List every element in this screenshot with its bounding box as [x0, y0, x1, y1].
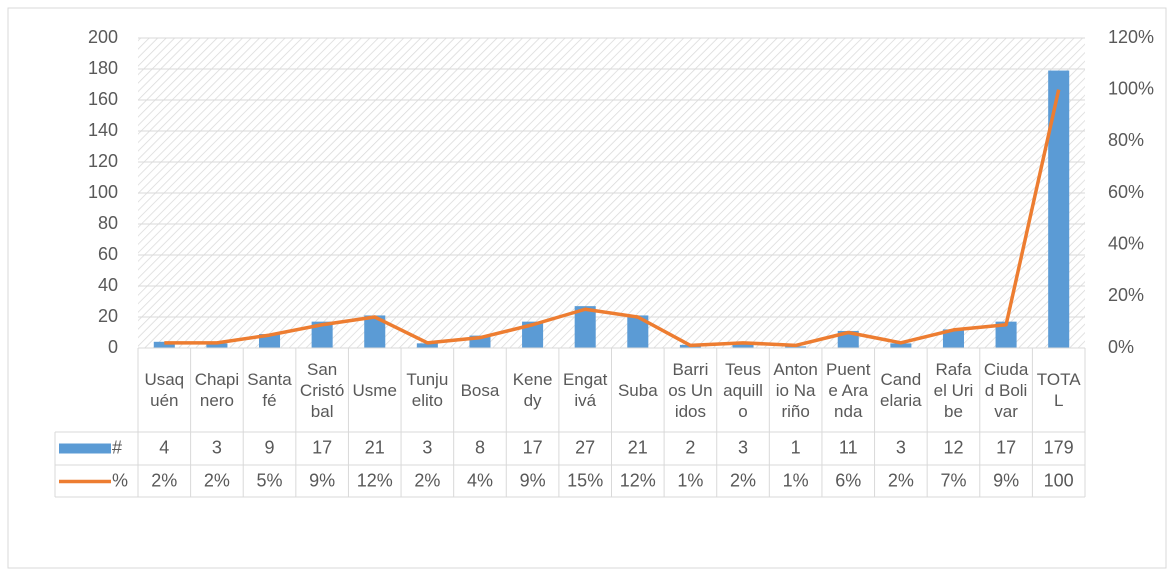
table-value: 1% — [783, 470, 809, 490]
line — [164, 89, 1061, 348]
bar — [153, 341, 175, 348]
bar — [522, 321, 544, 348]
bar — [942, 329, 964, 348]
y2-tick-label: 120% — [1108, 27, 1154, 47]
y2-tick-label: 20% — [1108, 285, 1144, 305]
table-value: 9% — [309, 470, 335, 490]
legend-label: % — [112, 470, 128, 490]
bar — [627, 315, 649, 348]
y-tick-label: 100 — [88, 182, 118, 202]
table-value: 27 — [575, 437, 595, 457]
y2-tick-label: 80% — [1108, 130, 1144, 150]
table-value: 7% — [940, 470, 966, 490]
table-value: 100 — [1044, 470, 1074, 490]
table-value: 9 — [265, 437, 275, 457]
table-value: 21 — [365, 437, 385, 457]
table-value: 5% — [257, 470, 283, 490]
y-tick-label: 140 — [88, 120, 118, 140]
table-value: 3 — [212, 437, 222, 457]
table-value: 3 — [422, 437, 432, 457]
y-tick-label: 0 — [108, 337, 118, 357]
x-tick-label: Tunjuelito — [406, 370, 449, 410]
y2-tick-label: 60% — [1108, 182, 1144, 202]
table-value: 1 — [791, 437, 801, 457]
legend-label: # — [112, 437, 122, 457]
table-value: 6% — [835, 470, 861, 490]
y2-tick-label: 100% — [1108, 78, 1154, 98]
table-value: 2% — [888, 470, 914, 490]
bar — [890, 343, 912, 348]
x-tick-label: Engativá — [562, 370, 608, 410]
x-tick-label: Usme — [352, 380, 397, 400]
y-tick-label: 40 — [98, 275, 118, 295]
table-value: 11 — [839, 437, 858, 457]
x-tick-label: San Cristóbal — [299, 359, 345, 421]
x-tick-label: TOTAL — [1036, 370, 1081, 410]
y2-tick-label: 40% — [1108, 233, 1144, 253]
table-value: 2% — [414, 470, 440, 490]
bar — [1048, 70, 1070, 349]
bar — [206, 343, 228, 348]
x-tick-label: Bosa — [460, 380, 500, 400]
table-value: 2% — [151, 470, 177, 490]
y-tick-label: 20 — [98, 306, 118, 326]
x-tick-label: Teusaquillo — [723, 359, 763, 421]
legend-key — [59, 443, 111, 454]
y-tick-label: 60 — [98, 244, 118, 264]
y-tick-label: 160 — [88, 89, 118, 109]
table-value: 1% — [677, 470, 703, 490]
x-tick-label: Antonio Nariño — [773, 359, 818, 421]
x-tick-label: Ciudad Bolivar — [983, 359, 1029, 421]
x-tick-label: Kenedy — [512, 370, 553, 410]
table-value: 17 — [523, 437, 543, 457]
table-value: 12% — [357, 470, 393, 490]
x-tick-label: Rafael Uribe — [933, 359, 974, 421]
table-value: 9% — [993, 470, 1019, 490]
table-value: 21 — [628, 437, 648, 457]
x-tick-label: Chapinero — [194, 370, 240, 410]
y-tick-label: 80 — [98, 213, 118, 233]
bar — [311, 321, 333, 348]
table-value: 2 — [685, 437, 695, 457]
table-value: 17 — [996, 437, 1016, 457]
x-tick-label: Suba — [617, 380, 658, 400]
table-value: 17 — [312, 437, 332, 457]
bar — [995, 321, 1017, 348]
y-tick-label: 120 — [88, 151, 118, 171]
bar — [785, 346, 807, 348]
table-value: 12 — [943, 437, 963, 457]
table-value: 2% — [204, 470, 230, 490]
table-value: 15% — [567, 470, 603, 490]
bar — [416, 343, 438, 348]
table-value: 2% — [730, 470, 756, 490]
x-tick-label: Candelaria — [880, 370, 922, 410]
table-value: 3 — [896, 437, 906, 457]
table-value: 3 — [738, 437, 748, 457]
table-value: 179 — [1044, 437, 1074, 457]
table-value: 4% — [467, 470, 493, 490]
x-tick-label: Santafé — [247, 370, 292, 410]
table-value: 4 — [159, 437, 169, 457]
x-tick-label: Puente Aranda — [826, 359, 871, 421]
y-tick-label: 180 — [88, 58, 118, 78]
x-tick-label: Usaquén — [144, 370, 185, 410]
bar — [574, 306, 596, 348]
table-value: 8 — [475, 437, 485, 457]
y-tick-label: 200 — [88, 27, 118, 47]
table-value: 9% — [520, 470, 546, 490]
x-tick-label: Barrios Unidos — [668, 359, 713, 421]
bar — [364, 315, 386, 348]
y2-tick-label: 0% — [1108, 337, 1134, 357]
table-value: 12% — [620, 470, 656, 490]
bar — [732, 343, 754, 348]
